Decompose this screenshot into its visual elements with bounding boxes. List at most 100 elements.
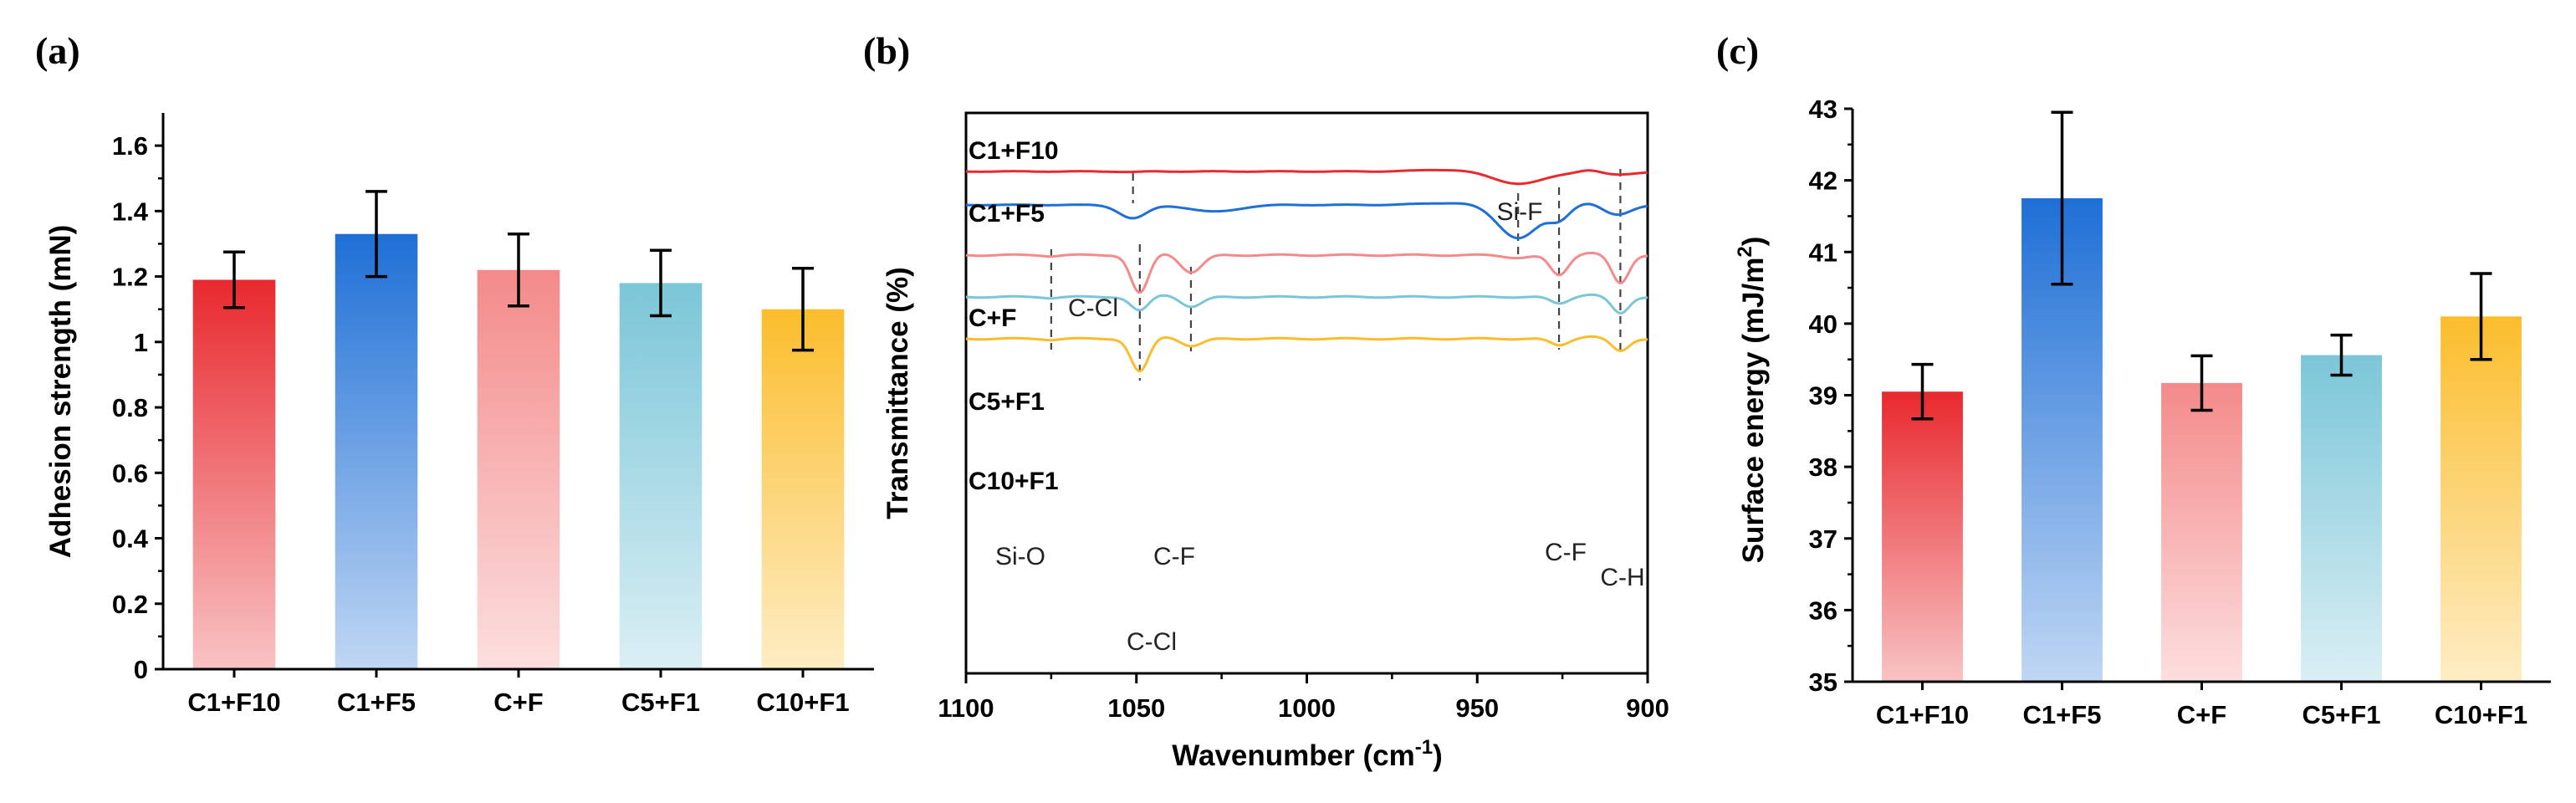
c-y-tick-label-0: 35: [1809, 667, 1837, 697]
panel-c-error-bars: [1911, 110, 2492, 421]
b-series-label-3: C5+F1: [969, 388, 1045, 416]
panel-c-y-axis-title: Surface energy (mJ/m2): [1734, 237, 1770, 564]
c-y-tick-label-1: 36: [1809, 596, 1837, 625]
c-x-tick-label-1: C1+F5: [2023, 700, 2102, 729]
b-series-line-1: [966, 202, 1648, 240]
panel-c-y-axis-title-end: ): [1737, 237, 1770, 247]
c-error-bar-2: [2190, 354, 2213, 412]
c-error-bar-3: [2330, 333, 2353, 377]
b-annotation-4: C-Cl: [1127, 628, 1177, 656]
c-x-tick-label-3: C5+F1: [2303, 700, 2381, 729]
c-x-tick-label-0: C1+F10: [1876, 700, 1969, 729]
b-annotation-6: C-H: [1600, 564, 1644, 591]
a-y-tick-label-7: 1.4: [112, 197, 149, 226]
c-y-tick-label-4: 39: [1809, 381, 1837, 411]
c-x-tick-label-2: C+F: [2177, 700, 2226, 729]
panel-c-y-ticks: 35 36 37 38 39 40 41 42 43: [1809, 95, 1853, 697]
b-annotation-0: C-Cl: [1068, 294, 1118, 322]
a-bar-0: [192, 279, 276, 669]
b-annotation-1: Si-F: [1497, 198, 1543, 226]
c-y-tick-label-6: 41: [1809, 238, 1837, 267]
panel-a-error-bars: [223, 190, 814, 352]
b-series-label-4: C10+F1: [969, 468, 1059, 495]
panel-c-bars: [1882, 198, 2522, 682]
panel-a-x-ticks: C1+F10 C1+F5 C+F C5+F1 C10+F1: [187, 669, 850, 717]
panel-b-x-ticks: 1100 1050 1000 950 900: [938, 673, 1669, 723]
panel-b-spectra: [965, 168, 1648, 373]
a-bar-3: [619, 283, 703, 669]
b-x-tick-label-2: 1000: [1278, 693, 1336, 723]
b-x-tick-label-4: 900: [1626, 693, 1669, 723]
b-series-label-1: C1+F5: [969, 200, 1045, 228]
c-error-bar-1: [2051, 110, 2073, 286]
a-x-tick-label-3: C5+F1: [621, 688, 700, 717]
panel-a-label: (a): [35, 29, 80, 72]
a-x-tick-label-1: C1+F5: [337, 688, 416, 717]
b-series-line-4: [965, 335, 1648, 373]
a-error-bar-1: [365, 190, 387, 279]
a-x-tick-label-4: C10+F1: [756, 688, 849, 717]
a-bar-1: [335, 233, 418, 669]
c-y-tick-label-7: 42: [1809, 166, 1837, 196]
panel-b: (b) C1+F10 C1+F5 C+F C5+F1 C10+F1 C-Cl Si-F Si…: [863, 29, 1669, 772]
panel-b-y-axis-title: Transmittance (%): [882, 267, 914, 519]
panel-b-series-labels: C1+F10 C1+F5 C+F C5+F1 C10+F1: [969, 137, 1059, 495]
a-y-tick-label-2: 0.4: [112, 524, 149, 554]
panel-a: (a) 00.20.40.60.811.21.41.6 C1+F10 C1+F5 C…: [35, 29, 874, 717]
c-bar-2: [2161, 382, 2242, 682]
panel-b-x-axis-title: Wavenumber (cm-1): [1172, 736, 1442, 772]
a-error-bar-2: [508, 232, 529, 308]
b-x-tick-label-0: 1100: [938, 693, 994, 723]
a-error-bar-0: [223, 250, 245, 309]
panel-b-x-axis-title-end: ): [1433, 739, 1443, 772]
panel-b-x-axis-title-superscript: -1: [1415, 736, 1433, 759]
panel-c-y-axis-title-superscript: 2: [1734, 246, 1756, 257]
panel-a-bars: [192, 233, 845, 669]
b-annotation-3: C-F: [1153, 543, 1195, 570]
b-annotation-2: Si-O: [995, 543, 1045, 570]
c-y-tick-label-8: 43: [1809, 95, 1837, 124]
b-x-tick-label-3: 950: [1455, 693, 1499, 723]
c-y-tick-label-2: 37: [1809, 524, 1837, 554]
a-y-tick-label-0: 0: [134, 655, 148, 684]
a-y-tick-label-4: 0.8: [112, 393, 148, 422]
b-series-line-2: [965, 251, 1648, 294]
a-y-tick-label-5: 1: [134, 328, 148, 357]
panel-b-x-axis-title-main: Wavenumber (cm: [1172, 739, 1414, 772]
panel-b-frame: [964, 111, 1649, 675]
panel-b-guide-lines: [1050, 169, 1622, 381]
b-series-line-3: [965, 293, 1648, 315]
a-y-tick-label-6: 1.2: [112, 263, 148, 292]
c-bar-4: [2441, 316, 2522, 682]
c-error-bar-0: [1911, 362, 1934, 421]
b-series-label-0: C1+F10: [969, 137, 1059, 165]
a-x-tick-label-0: C1+F10: [187, 688, 280, 717]
c-y-tick-label-5: 40: [1809, 309, 1837, 339]
a-x-tick-label-2: C+F: [493, 688, 543, 717]
a-y-tick-label-3: 0.6: [112, 458, 148, 488]
a-error-bar-4: [792, 267, 814, 352]
panel-a-y-ticks: 0 0.2 0.4 0.6 0.8 1 1.2 1.4 1.6: [112, 131, 163, 684]
c-y-tick-label-3: 38: [1809, 453, 1837, 482]
b-series-label-2: C+F: [969, 304, 1017, 332]
c-error-bar-4: [2470, 272, 2492, 361]
panel-c-y-axis-title-main: Surface energy (mJ/m: [1737, 258, 1770, 564]
a-y-tick-label-8: 1.6: [112, 131, 148, 161]
a-bar-4: [761, 309, 845, 669]
c-bar-0: [1882, 391, 1963, 682]
b-series-line-0: [966, 168, 1648, 186]
b-x-tick-label-1: 1050: [1107, 693, 1165, 723]
panel-c: (c) 35 36 37 38 39 40 41 42 43 C1+F10 C1+F5 C+F C5+…: [1716, 29, 2551, 729]
b-annotation-5: C-F: [1545, 539, 1587, 566]
a-error-bar-3: [650, 248, 672, 318]
panel-a-y-axis-title: Adhesion strength (mN): [44, 225, 77, 559]
panel-c-x-ticks: C1+F10 C1+F5 C+F C5+F1 C10+F1: [1876, 682, 2527, 729]
panel-b-label: (b): [863, 29, 910, 72]
c-bar-3: [2301, 355, 2382, 682]
a-bar-2: [477, 269, 560, 669]
panel-b-annotations: C-Cl Si-F Si-O C-F C-Cl C-F C-H: [995, 198, 1645, 656]
panel-c-label: (c): [1716, 29, 1759, 72]
a-y-tick-label-1: 0.2: [112, 590, 148, 619]
c-x-tick-label-4: C10+F1: [2435, 700, 2527, 729]
